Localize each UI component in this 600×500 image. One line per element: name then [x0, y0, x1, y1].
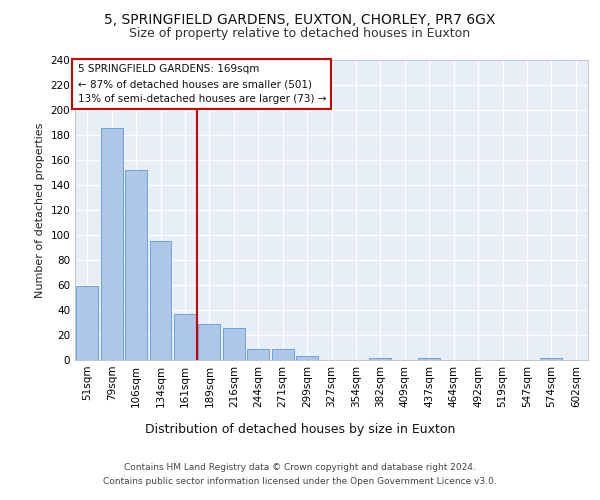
Text: Distribution of detached houses by size in Euxton: Distribution of detached houses by size … — [145, 422, 455, 436]
Bar — [296, 356, 318, 360]
Bar — [199, 324, 220, 360]
Bar — [541, 358, 562, 360]
Text: 5 SPRINGFIELD GARDENS: 169sqm
← 87% of detached houses are smaller (501)
13% of : 5 SPRINGFIELD GARDENS: 169sqm ← 87% of d… — [77, 64, 326, 104]
Bar — [76, 286, 98, 360]
Bar — [418, 358, 440, 360]
Bar — [125, 170, 147, 360]
Text: Contains public sector information licensed under the Open Government Licence v3: Contains public sector information licen… — [103, 478, 497, 486]
Bar — [247, 349, 269, 360]
Bar — [272, 349, 293, 360]
Bar — [101, 128, 122, 360]
Text: 5, SPRINGFIELD GARDENS, EUXTON, CHORLEY, PR7 6GX: 5, SPRINGFIELD GARDENS, EUXTON, CHORLEY,… — [104, 12, 496, 26]
Bar — [174, 314, 196, 360]
Text: Contains HM Land Registry data © Crown copyright and database right 2024.: Contains HM Land Registry data © Crown c… — [124, 462, 476, 471]
Bar — [223, 328, 245, 360]
Text: Size of property relative to detached houses in Euxton: Size of property relative to detached ho… — [130, 28, 470, 40]
Bar — [149, 242, 172, 360]
Y-axis label: Number of detached properties: Number of detached properties — [35, 122, 45, 298]
Bar — [370, 358, 391, 360]
